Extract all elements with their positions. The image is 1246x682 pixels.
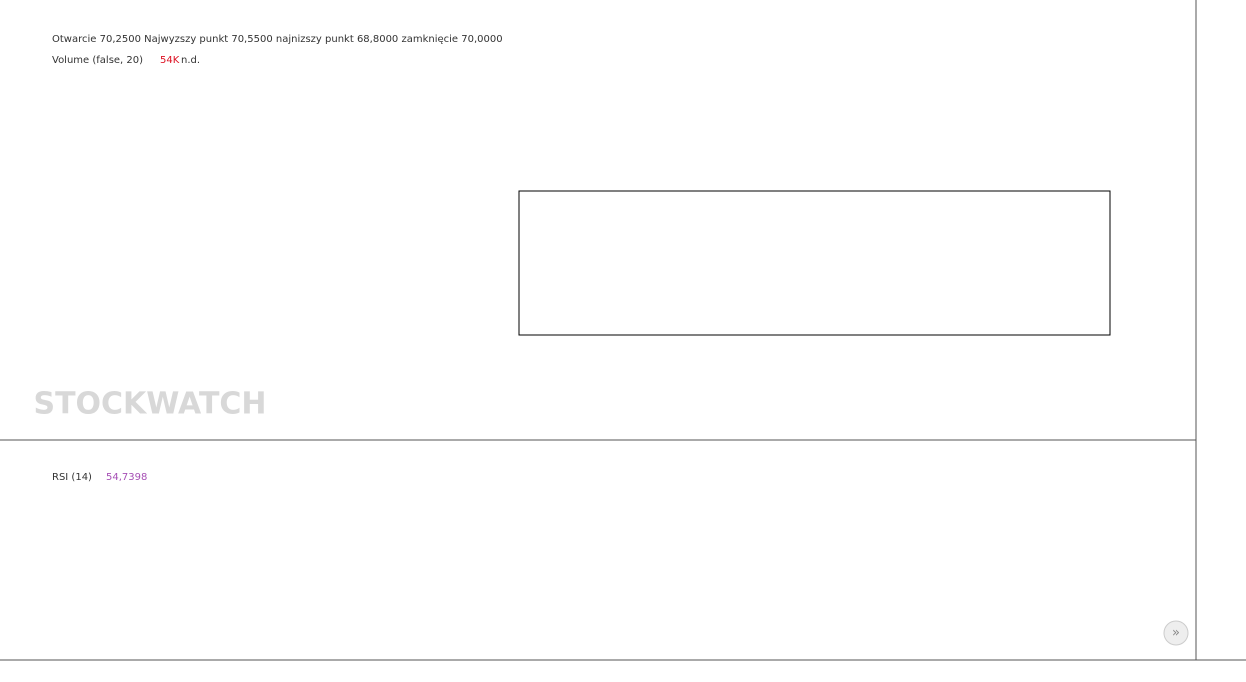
volume-value: 54K	[160, 55, 180, 66]
rsi-value: 54,7398	[106, 472, 147, 483]
volume-legend: Volume (false, 20)	[52, 55, 143, 66]
watermark: STOCKWATCH	[33, 387, 266, 422]
volume-extra: n.d.	[181, 55, 200, 66]
scroll-icon[interactable]: »	[1172, 626, 1180, 641]
ohlc-legend: Otwarcie 70,2500 Najwyzszy punkt 70,5500…	[52, 34, 503, 45]
rsi-legend: RSI (14)	[52, 472, 92, 483]
scroll-button[interactable]	[1163, 620, 1189, 646]
range-box	[518, 190, 1111, 336]
